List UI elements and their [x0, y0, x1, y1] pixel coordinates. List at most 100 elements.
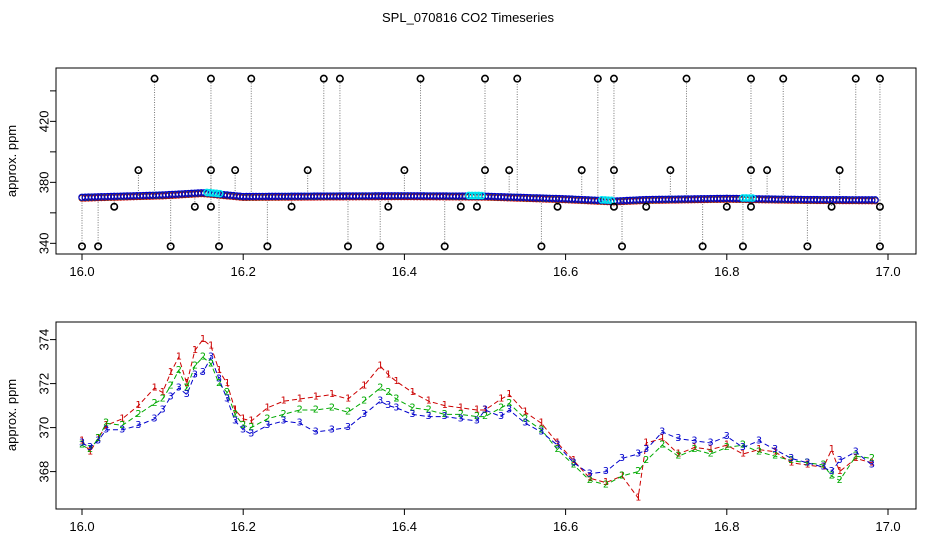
- series-2-point: 2: [345, 407, 351, 418]
- series-3-point: 3: [869, 460, 875, 471]
- series-1-point: 1: [659, 433, 665, 444]
- series-3-point: 3: [442, 411, 448, 422]
- series-3-point: 3: [135, 420, 141, 431]
- outlier-point: [110, 202, 119, 211]
- outlier-point: [577, 166, 586, 175]
- outlier-point: [215, 242, 224, 251]
- series-1-point: 1: [555, 438, 561, 449]
- highlight-point: [604, 196, 613, 204]
- outlier-point: [376, 242, 385, 251]
- outlier-point: [738, 242, 747, 251]
- series-3-point: 3: [506, 405, 512, 416]
- series-3-point: 3: [829, 466, 835, 477]
- series-1-point: 1: [788, 457, 794, 468]
- top-plot-frame: [55, 67, 917, 255]
- series-3-point: 3: [498, 411, 504, 422]
- series-2-point: 2: [393, 394, 399, 405]
- series-3-point: 3: [313, 427, 319, 438]
- highlight-point: [748, 194, 757, 202]
- series-1-line: [81, 338, 873, 500]
- series-3-point: 3: [458, 413, 464, 424]
- series-3-point: 3: [571, 457, 577, 468]
- outlier-point: [166, 242, 175, 251]
- series-3-point: 3: [232, 416, 238, 427]
- outlier-point: [505, 166, 514, 175]
- series-3-point: 3: [240, 424, 246, 435]
- outlier-point: [609, 202, 618, 211]
- series-1-point: 1: [361, 380, 367, 391]
- series-1-point: 1: [87, 446, 93, 457]
- series-3-point: 3: [377, 396, 383, 407]
- bottom-x-tick-label: 16.2: [231, 519, 256, 534]
- series-1-point: 1: [853, 453, 859, 464]
- outlier-point: [746, 74, 755, 83]
- series-2-point: 2: [587, 475, 593, 486]
- series-2-point: 2: [821, 460, 827, 471]
- series-1-point: 1: [184, 378, 190, 389]
- bottom-x-tick-label: 16.0: [69, 519, 94, 534]
- outlier-point: [682, 74, 691, 83]
- series-1-point: 1: [280, 396, 286, 407]
- series-2-point: 2: [837, 475, 843, 486]
- top-x-tick-label: 16.6: [553, 264, 578, 279]
- bottom-plot-frame: [55, 321, 917, 510]
- outlier-point: [851, 74, 860, 83]
- outlier-point: [206, 202, 215, 211]
- series-1-point: 1: [168, 367, 174, 378]
- highlight-point: [216, 189, 224, 198]
- highlight-point: [212, 189, 221, 198]
- series-3-point: 3: [248, 429, 254, 440]
- outlier-point: [553, 202, 562, 211]
- outlier-point: [746, 166, 755, 175]
- series-1-point: 1: [297, 394, 303, 405]
- series-2-point: 2: [216, 378, 222, 389]
- series-2-point: 2: [152, 398, 158, 409]
- outlier-point: [319, 74, 328, 83]
- series-1-point: 1: [313, 391, 319, 402]
- series-2-point: 2: [659, 440, 665, 451]
- highlight-point: [607, 196, 616, 205]
- series-1-point: 1: [474, 405, 480, 416]
- series-1-point: 1: [772, 446, 778, 457]
- series-2-point: 2: [119, 420, 125, 431]
- series-1-point: 1: [869, 457, 875, 468]
- top-x-axis: 16.0 16.2 16.4 16.6 16.8 17.0: [69, 254, 901, 279]
- series-1-point: 1: [675, 449, 681, 460]
- series-2-point: 2: [675, 451, 681, 462]
- series-2-point: 2: [740, 440, 746, 451]
- series-2-point: 2: [297, 405, 303, 416]
- series-2-point: 2: [95, 433, 101, 444]
- outlier-point: [763, 166, 772, 175]
- series-2-point: 2: [377, 383, 383, 394]
- series-3-point: 3: [587, 468, 593, 479]
- series-3-point: 3: [603, 466, 609, 477]
- series-2-point: 2: [869, 453, 875, 464]
- bottom-y-axis-label: approx. ppm: [4, 379, 19, 451]
- series-2-point: 2: [724, 442, 730, 453]
- series-2-point: 2: [603, 479, 609, 490]
- series-3-point: 3: [740, 442, 746, 453]
- series-1-point: 1: [160, 387, 166, 398]
- outlier-point: [263, 242, 272, 251]
- series-2-point: 2: [538, 424, 544, 435]
- series-1-point: 1: [409, 387, 415, 398]
- outlier-point: [231, 166, 240, 175]
- outlier-point: [698, 242, 707, 251]
- chart-title: SPL_070816 CO2 Timeseries: [382, 10, 554, 25]
- series-2-point: 2: [522, 413, 528, 424]
- series-2-point: 2: [442, 409, 448, 420]
- series-3-line: [81, 355, 873, 475]
- series-3-point: 3: [224, 394, 230, 405]
- outlier-point: [593, 74, 602, 83]
- top-marks: [78, 74, 884, 251]
- series-1-point: 1: [482, 405, 488, 416]
- highlight-point: [477, 191, 486, 200]
- series-2-point: 2: [756, 446, 762, 457]
- outlier-point: [400, 166, 409, 175]
- series-3-point: 3: [724, 431, 730, 442]
- series-1-point: 1: [224, 378, 230, 389]
- bottom-y-tick-label: 370: [37, 417, 52, 439]
- series-2-point: 2: [176, 365, 182, 376]
- top-y-axis: 340 380 420: [37, 90, 56, 254]
